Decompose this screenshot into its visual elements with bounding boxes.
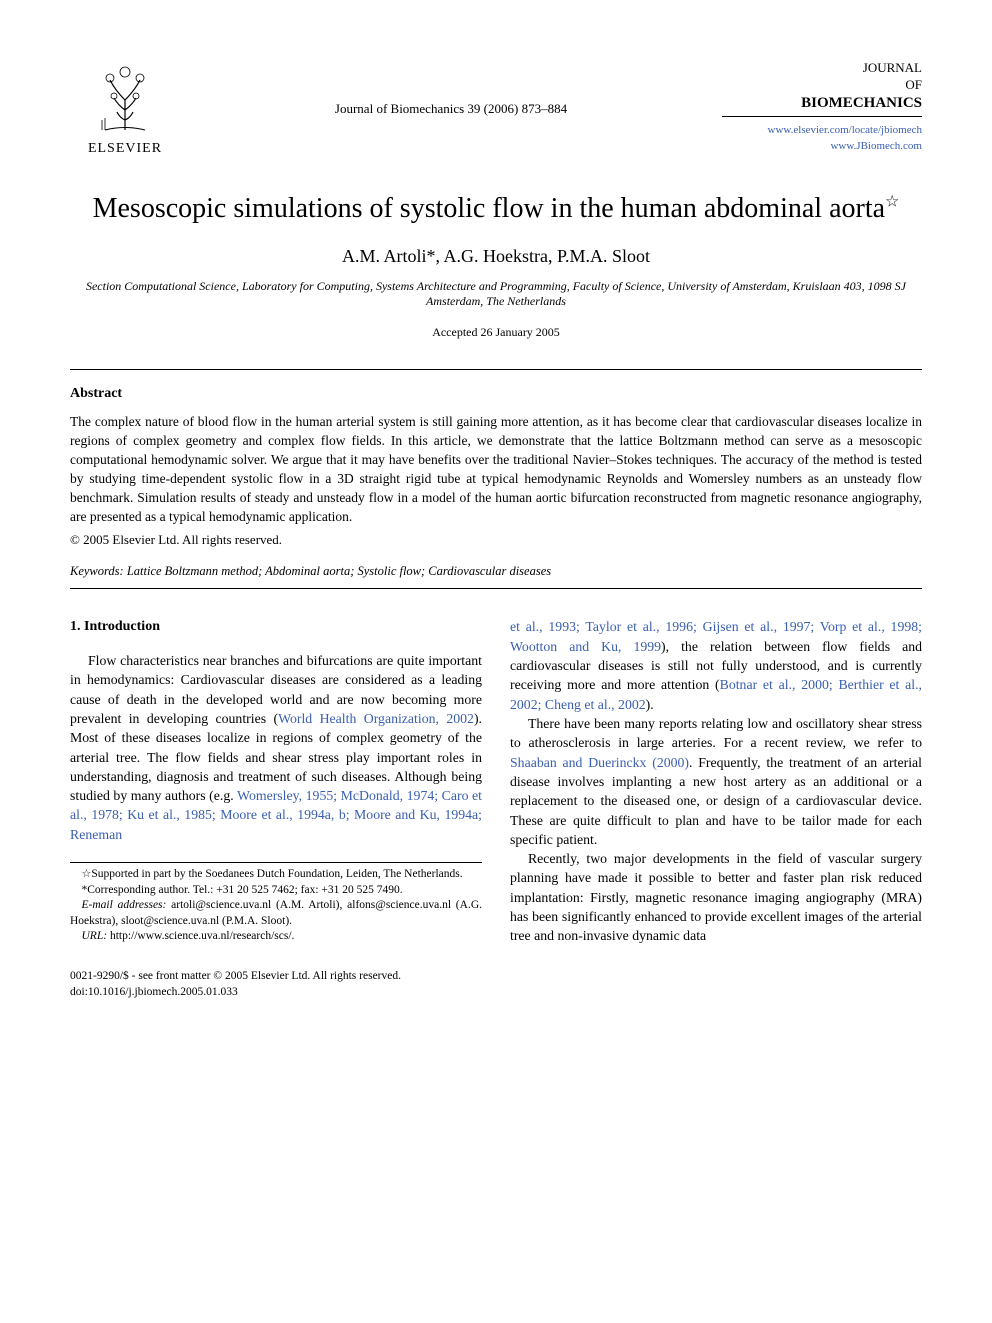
citation[interactable]: World Health Organization, 2002 <box>278 711 474 726</box>
header-row: ELSEVIER Journal of Biomechanics 39 (200… <box>70 60 922 159</box>
bottom-meta: 0021-9290/$ - see front matter © 2005 El… <box>70 968 922 1000</box>
page-root: ELSEVIER Journal of Biomechanics 39 (200… <box>0 0 992 1040</box>
abstract-text: The complex nature of blood flow in the … <box>70 414 922 523</box>
journal-name-line: JOURNAL <box>863 60 922 75</box>
journal-name-block: JOURNAL OF BIOMECHANICS www.elsevier.com… <box>722 60 922 154</box>
issn-line: 0021-9290/$ - see front matter © 2005 El… <box>70 968 922 984</box>
paragraph: et al., 1993; Taylor et al., 1996; Gijse… <box>510 617 922 714</box>
footnote-email: E-mail addresses: artoli@science.uva.nl … <box>70 898 482 929</box>
keywords-line: Keywords: Lattice Boltzmann method; Abdo… <box>70 563 922 581</box>
footnote-text: http://www.science.uva.nl/research/scs/. <box>107 930 294 942</box>
divider <box>70 588 922 589</box>
footnotes-block: ☆Supported in part by the Soedanees Dutc… <box>70 862 482 945</box>
footnote-support: ☆Supported in part by the Soedanees Dutc… <box>70 867 482 883</box>
footnote-label: URL: <box>82 930 108 942</box>
article-title: Mesoscopic simulations of systolic flow … <box>70 191 922 226</box>
keywords-label: Keywords: <box>70 564 124 578</box>
divider <box>70 369 922 370</box>
citation[interactable]: Shaaban and Duerinckx (2000) <box>510 755 689 770</box>
copyright-line: © 2005 Elsevier Ltd. All rights reserved… <box>70 531 922 549</box>
elsevier-tree-icon <box>90 60 160 135</box>
footnote-text: Supported in part by the Soedanees Dutch… <box>91 868 462 880</box>
journal-name-line: OF <box>905 77 922 92</box>
journal-reference: Journal of Biomechanics 39 (2006) 873–88… <box>180 60 722 118</box>
affiliation: Section Computational Science, Laborator… <box>70 279 922 310</box>
footnote-corresponding: *Corresponding author. Tel.: +31 20 525 … <box>70 883 482 899</box>
journal-link[interactable]: www.JBiomech.com <box>830 140 922 152</box>
accepted-date: Accepted 26 January 2005 <box>70 324 922 341</box>
section-heading: 1. Introduction <box>70 617 482 637</box>
paragraph: Recently, two major developments in the … <box>510 849 922 946</box>
abstract-heading: Abstract <box>70 384 922 404</box>
publisher-logo-block: ELSEVIER <box>70 60 180 159</box>
divider <box>722 116 922 117</box>
journal-link[interactable]: www.elsevier.com/locate/jbiomech <box>768 124 922 136</box>
footnote-label: E-mail addresses: <box>82 899 167 911</box>
journal-links: www.elsevier.com/locate/jbiomech www.JBi… <box>722 123 922 154</box>
doi-line: doi:10.1016/j.jbiomech.2005.01.033 <box>70 984 922 1000</box>
footnote-symbol: ☆ <box>82 868 92 880</box>
paragraph: There have been many reports relating lo… <box>510 714 922 849</box>
authors: A.M. Artoli*, A.G. Hoekstra, P.M.A. Sloo… <box>70 244 922 269</box>
journal-name-line: BIOMECHANICS <box>801 95 922 111</box>
body-columns: 1. Introduction Flow characteristics nea… <box>70 617 922 945</box>
paragraph: Flow characteristics near branches and b… <box>70 651 482 844</box>
column-right: et al., 1993; Taylor et al., 1996; Gijse… <box>510 617 922 945</box>
journal-name: JOURNAL OF BIOMECHANICS <box>722 60 922 113</box>
keywords-text: Lattice Boltzmann method; Abdominal aort… <box>127 564 551 578</box>
title-text: Mesoscopic simulations of systolic flow … <box>93 193 885 224</box>
column-left: 1. Introduction Flow characteristics nea… <box>70 617 482 945</box>
body-text: There have been many reports relating lo… <box>510 716 922 750</box>
publisher-name: ELSEVIER <box>88 139 162 159</box>
body-text: ). <box>646 697 654 712</box>
footnote-url: URL: http://www.science.uva.nl/research/… <box>70 929 482 945</box>
title-footnote-marker: ☆ <box>885 193 899 210</box>
abstract-body: The complex nature of blood flow in the … <box>70 413 922 526</box>
